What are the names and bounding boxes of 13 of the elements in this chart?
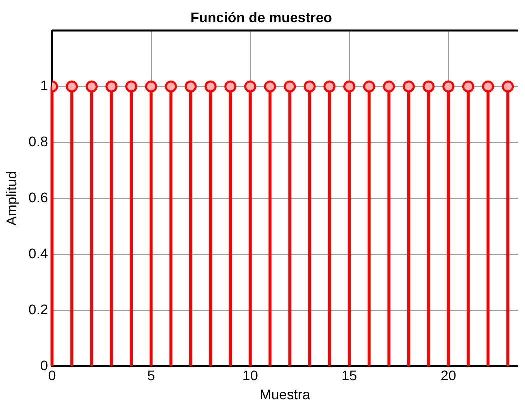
x-tick-label: 10 bbox=[242, 368, 258, 384]
x-tick-label: 5 bbox=[147, 368, 156, 384]
y-tick-label: 0.4 bbox=[28, 245, 48, 262]
y-axis-title: Amplitud bbox=[3, 171, 20, 226]
x-axis-title: Muestra bbox=[260, 386, 311, 402]
y-tick-label: 1 bbox=[40, 78, 48, 94]
chart-title: Función de muestreo bbox=[190, 9, 332, 26]
y-tick-label: 0.2 bbox=[28, 301, 48, 318]
x-tick-label: 15 bbox=[342, 368, 358, 384]
y-tick-label: 0.8 bbox=[28, 134, 48, 150]
y-tick-label: 0.6 bbox=[28, 189, 48, 206]
x-tick-label: 20 bbox=[440, 368, 457, 384]
y-tick-label: 0 bbox=[40, 357, 48, 374]
